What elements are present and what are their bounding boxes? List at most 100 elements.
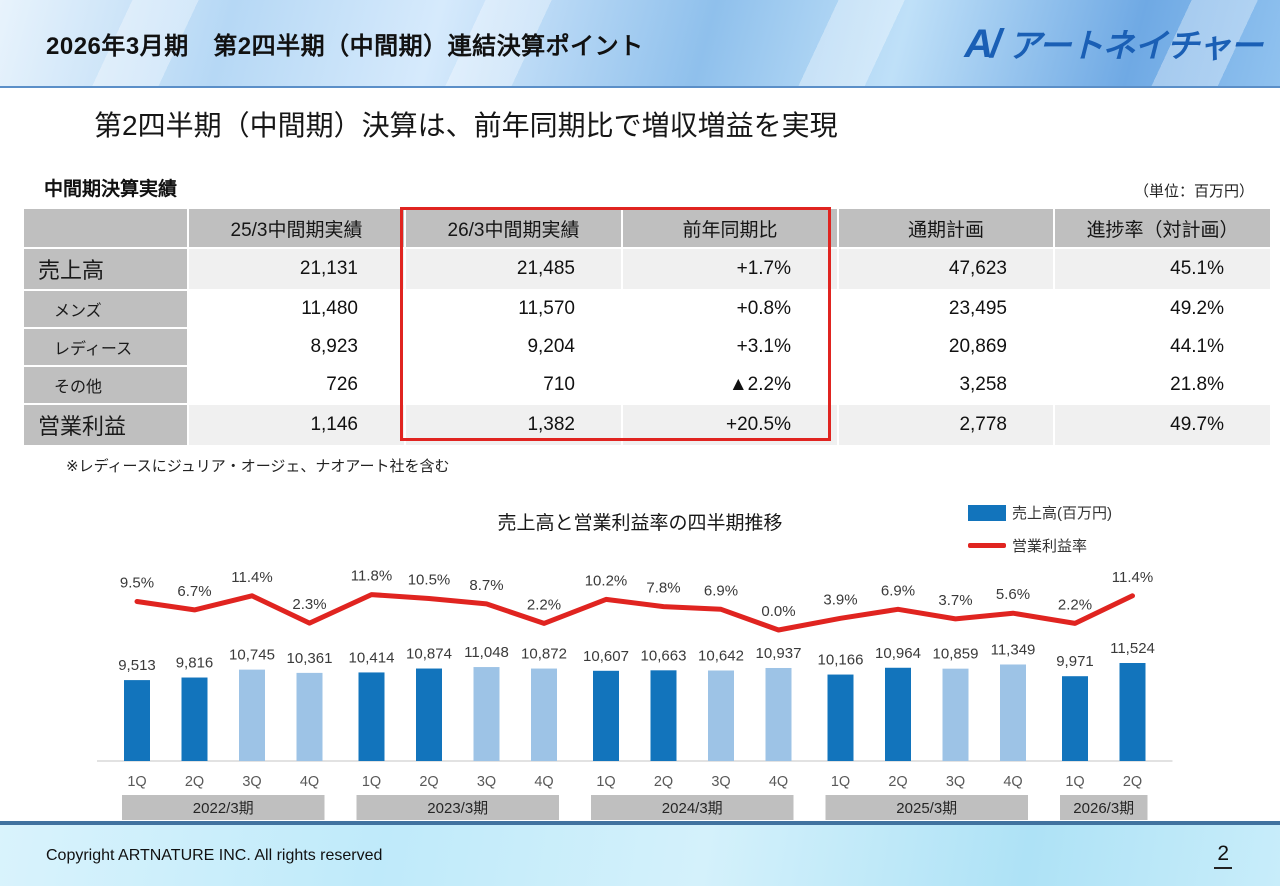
svg-text:10,859: 10,859 xyxy=(933,646,979,663)
row-label: その他 xyxy=(24,367,187,403)
svg-text:3.9%: 3.9% xyxy=(823,591,857,608)
bar-3 xyxy=(296,672,323,761)
svg-text:10,166: 10,166 xyxy=(818,652,864,669)
operating-margin-line xyxy=(134,592,1135,633)
svg-text:10,414: 10,414 xyxy=(349,649,395,666)
svg-text:3Q: 3Q xyxy=(711,774,730,790)
svg-text:3Q: 3Q xyxy=(477,774,496,790)
legend-label: 営業利益率 xyxy=(1012,538,1088,555)
svg-text:10,937: 10,937 xyxy=(756,645,802,662)
svg-text:11,048: 11,048 xyxy=(464,644,509,661)
header-cell-progress: 進捗率（対計画） xyxy=(1055,209,1270,247)
table-row-operating-profit: 営業利益 1,146 1,382 +20.5% 2,778 49.7% xyxy=(24,405,1270,445)
svg-text:9,513: 9,513 xyxy=(118,657,156,674)
header-cell-full-year-plan: 通期計画 xyxy=(839,209,1053,247)
logo-mark-icon: A/ xyxy=(964,22,1001,66)
header-cell-blank xyxy=(24,209,187,247)
svg-text:10,745: 10,745 xyxy=(229,647,275,664)
cell-value: 3,258 xyxy=(839,367,1053,403)
row-label: メンズ xyxy=(24,291,187,327)
chart-section: 売上高と営業利益率の四半期推移 売上高(百万円) 営業利益率 9,513 9,81… xyxy=(0,502,1280,823)
year-plate xyxy=(356,795,559,820)
legend-label: 売上高(百万円) xyxy=(1012,505,1112,522)
table-row-mens: メンズ 11,480 11,570 +0.8% 23,495 49.2% xyxy=(24,291,1270,327)
cell-value: 726 xyxy=(189,367,404,403)
legend-item-margin: 営業利益率 xyxy=(968,535,1112,556)
page-number: 2 xyxy=(1214,842,1232,869)
svg-text:2025/3期: 2025/3期 xyxy=(896,800,957,817)
quarterly-chart: 9,513 9,816 10,745 10,361 10,414 10,874 11,048… xyxy=(60,558,1220,823)
bar-5 xyxy=(416,668,442,761)
table-footnote: ※レディースにジュリア・オージェ、ナオアート社を含む xyxy=(66,458,450,475)
svg-text:2.3%: 2.3% xyxy=(292,596,326,613)
cell-value: 23,495 xyxy=(839,291,1053,327)
bar-6 xyxy=(473,667,500,761)
svg-text:2Q: 2Q xyxy=(654,774,673,790)
bar-4 xyxy=(358,672,385,761)
company-logo: A/ アートネイチャー xyxy=(964,19,1263,67)
logo-text: アートネイチャー xyxy=(1008,27,1263,64)
svg-text:11,349: 11,349 xyxy=(991,641,1036,658)
cell-value: 44.1% xyxy=(1055,329,1270,365)
svg-text:6.9%: 6.9% xyxy=(881,582,915,599)
bar-0 xyxy=(124,680,150,761)
svg-text:10,874: 10,874 xyxy=(406,646,452,663)
table-row-net-sales: 売上高 21,131 21,485 +1.7% 47,623 45.1% xyxy=(24,249,1270,289)
svg-text:0.0%: 0.0% xyxy=(761,603,795,620)
slide-title: 2026年3月期 第2四半期（中間期）連結決算ポイント xyxy=(46,32,644,60)
results-table-section: 中間期決算実績 （単位：百万円） 25/3中間期実績 26/3中間期実績 前年同… xyxy=(22,174,1270,476)
cell-value: 21,131 xyxy=(189,249,404,289)
cell-value: 45.1% xyxy=(1055,249,1270,289)
cell-value: 21.8% xyxy=(1055,367,1270,403)
chart-legend: 売上高(百万円) 営業利益率 xyxy=(968,502,1112,556)
svg-text:2023/3期: 2023/3期 xyxy=(427,800,488,817)
svg-text:1Q: 1Q xyxy=(127,774,146,790)
bar-13 xyxy=(885,667,911,761)
cell-value: 49.7% xyxy=(1055,405,1270,445)
copyright-text: Copyright ARTNATURE INC. All rights rese… xyxy=(46,846,383,864)
cell-value: +20.5% xyxy=(623,405,837,445)
legend-item-sales: 売上高(百万円) xyxy=(968,502,1112,523)
year-plate xyxy=(1060,795,1148,820)
cell-value: 21,485 xyxy=(406,249,621,289)
svg-text:10.2%: 10.2% xyxy=(585,572,628,589)
bar-2 xyxy=(239,669,265,761)
svg-text:9,971: 9,971 xyxy=(1056,653,1094,670)
svg-text:2.2%: 2.2% xyxy=(1058,596,1092,613)
svg-text:9,816: 9,816 xyxy=(176,655,214,672)
svg-text:10,361: 10,361 xyxy=(287,650,333,667)
bar-14 xyxy=(942,668,969,761)
cell-value: 47,623 xyxy=(839,249,1053,289)
header-cell-current-interim: 26/3中間期実績 xyxy=(406,209,621,247)
svg-text:2Q: 2Q xyxy=(419,774,438,790)
svg-text:1Q: 1Q xyxy=(831,774,850,790)
svg-text:2022/3期: 2022/3期 xyxy=(193,800,254,817)
results-table: 25/3中間期実績 26/3中間期実績 前年同期比 通期計画 進捗率（対計画） … xyxy=(22,207,1272,447)
chart-title: 売上高と営業利益率の四半期推移 xyxy=(497,513,783,534)
cell-value: 710 xyxy=(406,367,621,403)
bar-10 xyxy=(708,670,734,761)
cell-value: +3.1% xyxy=(623,329,837,365)
svg-text:11,524: 11,524 xyxy=(1110,640,1155,657)
svg-text:4Q: 4Q xyxy=(534,774,553,790)
svg-text:6.9%: 6.9% xyxy=(704,582,738,599)
table-row-others: その他 726 710 ▲2.2% 3,258 21.8% xyxy=(24,367,1270,403)
svg-text:1Q: 1Q xyxy=(362,774,381,790)
cell-value: 49.2% xyxy=(1055,291,1270,327)
cell-value: 1,382 xyxy=(406,405,621,445)
svg-text:11.4%: 11.4% xyxy=(1112,569,1153,586)
row-label: 売上高 xyxy=(24,249,187,289)
svg-text:1Q: 1Q xyxy=(1065,774,1084,790)
bar-swatch-icon xyxy=(968,504,1006,521)
cell-value: +1.7% xyxy=(623,249,837,289)
bar-7 xyxy=(531,668,557,761)
chart-svg: 9,513 9,816 10,745 10,361 10,414 10,874 11,048… xyxy=(97,568,1173,820)
year-plate xyxy=(591,795,794,820)
svg-text:11.8%: 11.8% xyxy=(351,568,392,585)
bar-15 xyxy=(1000,664,1026,761)
header-cell-yoy: 前年同期比 xyxy=(623,209,837,247)
svg-text:10,872: 10,872 xyxy=(521,646,567,663)
cell-value: 8,923 xyxy=(189,329,404,365)
cell-value: 11,570 xyxy=(406,291,621,327)
cell-value: 9,204 xyxy=(406,329,621,365)
